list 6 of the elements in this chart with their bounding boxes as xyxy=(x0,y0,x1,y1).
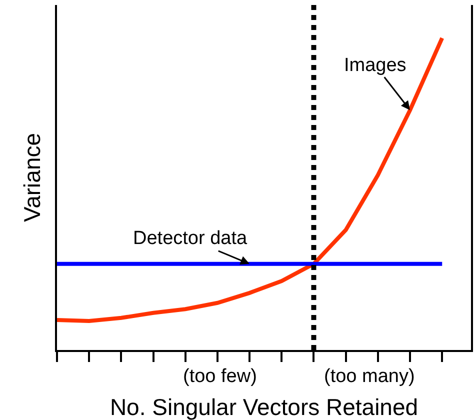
series-label: Detector data xyxy=(133,228,248,249)
x-axis-title: No. Singular Vectors Retained xyxy=(110,394,418,420)
text: (too many) xyxy=(324,366,415,387)
y-axis-title: Variance xyxy=(18,132,45,222)
text: (too few) xyxy=(183,366,257,387)
series-label: Images xyxy=(344,55,406,76)
